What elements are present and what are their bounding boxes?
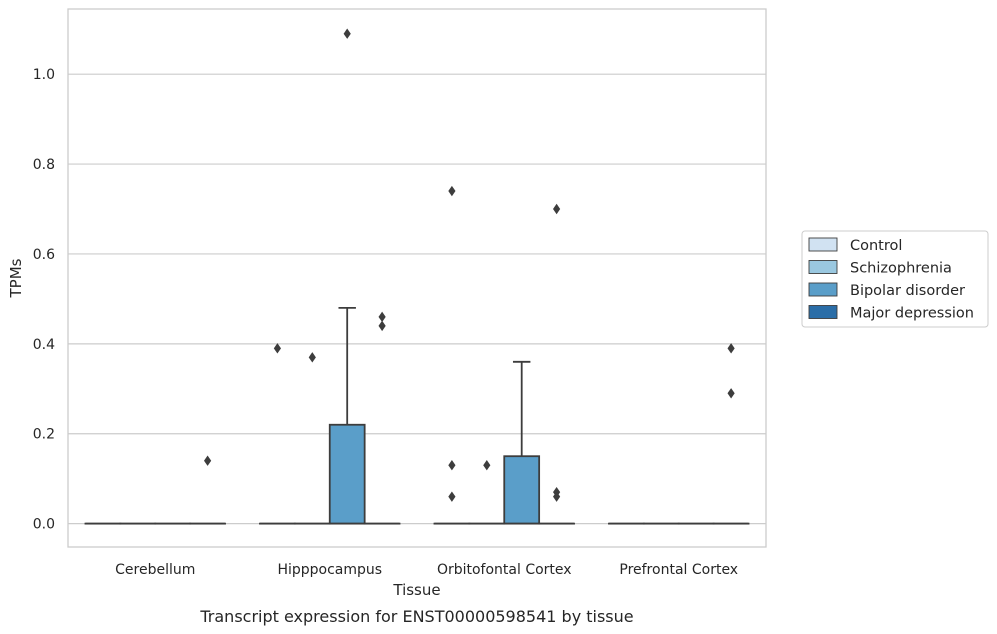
x-tick-label: Prefrontal Cortex [619,562,738,578]
legend-entry-label: Schizophrenia [850,261,952,277]
x-tick-label: Hipppocampus [277,562,382,578]
gridlines [68,73,766,525]
y-axis-label: TPMs [7,258,25,298]
y-tick-label: 0.0 [33,517,55,533]
plot-frame [67,8,767,548]
x-tick-label: Orbitofontal Cortex [437,562,572,578]
box-series [84,28,750,525]
outlier-point [448,185,456,197]
x-axis-ticks: Cerebellum Hipppocampus Orbitofontal Corte… [115,562,738,578]
outlier-point [448,491,456,502]
outlier-point [553,203,561,215]
outlier-point [378,320,386,332]
box-orbitofontal-cortex-0 [433,185,471,525]
y-axis-ticks: 0.0 0.2 0.4 0.6 0.8 1.0 [33,67,55,532]
x-tick-label: Cerebellum [115,562,195,578]
outlier-point [483,459,491,471]
legend-swatch [808,282,838,297]
box-orbitofontal-cortex-2 [503,360,541,525]
legend-swatch [808,305,838,319]
outlier-point [553,491,561,502]
outlier-point [308,352,316,363]
outlier-point [273,343,281,354]
box-cerebellum-3 [189,455,226,525]
outlier-point [343,28,351,39]
legend-swatch [808,237,838,252]
box-orbitofontal-cortex-1 [468,459,506,525]
legend-swatch [808,260,838,274]
x-axis-label: Tissue [392,581,440,599]
legend-entry-label: Bipolar disorder [850,283,965,299]
outlier-point [727,343,735,354]
y-tick-label: 0.4 [33,337,55,353]
box-iqr [328,423,366,525]
box-hipppocampus-2 [328,28,366,525]
y-tick-label: 0.6 [33,247,55,263]
legend: Control Schizophrenia Bipolar disorder Majo… [801,230,989,328]
outlier-point [727,388,735,399]
outlier-point [378,311,386,323]
outlier-point [204,455,212,466]
chart-caption: Transcript expression for ENST0000059854… [199,607,633,626]
legend-entry-label: Major depression [850,306,974,322]
legend-entry-label: Control [850,238,902,254]
box-hipppocampus-3 [363,311,401,525]
box-orbitofontal-cortex-3 [538,203,575,525]
y-tick-label: 0.8 [33,157,55,173]
box-hipppocampus-1 [293,352,331,525]
y-tick-label: 0.2 [33,427,55,443]
box-prefrontal-cortex-3 [712,343,750,525]
box-iqr [503,455,541,525]
y-tick-label: 1.0 [33,67,55,83]
legend-frame [801,230,989,328]
outlier-point [448,459,456,471]
